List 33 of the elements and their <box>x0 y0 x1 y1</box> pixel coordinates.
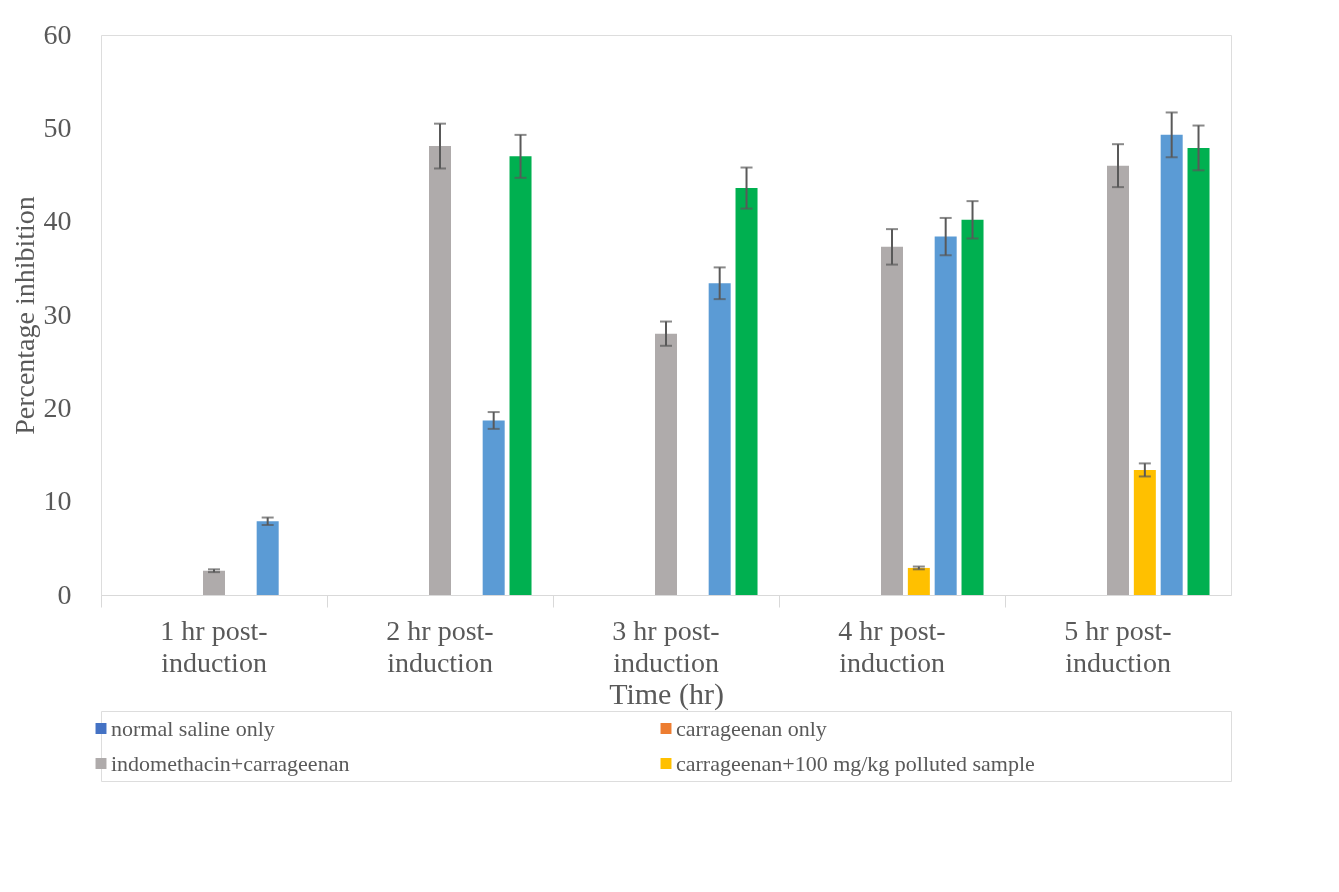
legend-label: normal saline only <box>111 715 275 741</box>
y-axis-title: Percentage inhibition <box>8 196 40 435</box>
legend-label: carrageenan+100 mg/kg polluted sample <box>676 750 1035 776</box>
bar <box>881 246 903 595</box>
bar <box>708 283 731 595</box>
y-tick-label: 20 <box>43 391 72 423</box>
bar <box>482 420 505 595</box>
bar <box>934 236 957 595</box>
legend-label: indomethacin+carrageenan <box>111 750 350 776</box>
bar <box>509 156 532 595</box>
y-tick-label: 40 <box>43 205 72 237</box>
y-tick-label: 30 <box>43 298 72 330</box>
x-axis-title: Time (hr) <box>609 676 724 711</box>
x-tick-label: 4 hr post-induction <box>838 614 946 678</box>
x-tick-label: 3 hr post-induction <box>612 614 720 678</box>
bar <box>735 188 758 595</box>
x-tick-label: 1 hr post-induction <box>160 614 268 678</box>
bar <box>961 219 984 595</box>
bar <box>1187 147 1210 595</box>
x-tick-label: 2 hr post-induction <box>386 614 494 678</box>
bar <box>203 570 225 595</box>
bar <box>907 567 930 595</box>
y-tick-label: 50 <box>43 111 72 143</box>
bar <box>655 333 677 595</box>
y-tick-label: 10 <box>43 485 72 517</box>
bar <box>1107 165 1129 595</box>
y-tick-label: 0 <box>57 578 72 610</box>
bar <box>429 146 451 595</box>
bar <box>1160 134 1183 595</box>
y-tick-label: 60 <box>43 18 72 50</box>
bar <box>1133 469 1156 595</box>
x-tick-label: 5 hr post-induction <box>1064 614 1172 678</box>
legend-label: carrageenan only <box>676 715 827 741</box>
